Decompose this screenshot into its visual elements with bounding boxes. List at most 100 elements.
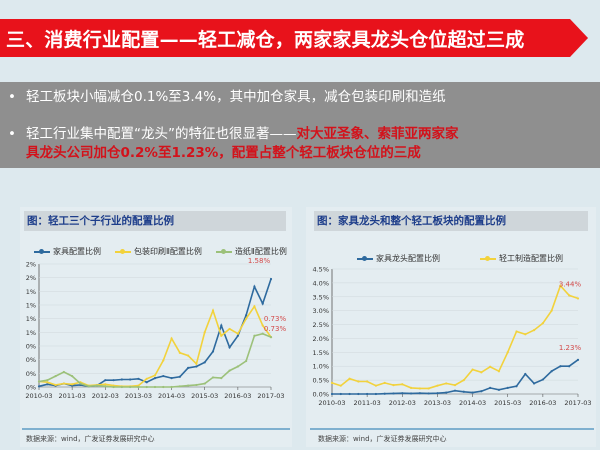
data-point [228, 327, 231, 331]
data-point [220, 334, 223, 337]
end-label: 0.73% [264, 325, 287, 333]
data-point [170, 337, 173, 340]
y-tick-label: 0% [26, 343, 36, 351]
data-point [54, 374, 57, 378]
data-point [187, 366, 190, 369]
data-point [104, 383, 107, 386]
bullet-2-highlight: 对大亚圣象、索菲亚两家家 [296, 126, 459, 142]
data-point [383, 381, 386, 384]
data-point [383, 392, 386, 395]
end-label: 0.73% [264, 315, 287, 323]
data-point [559, 284, 562, 287]
data-point [418, 387, 421, 390]
y-tick-label: 1% [26, 315, 36, 323]
end-label: 3.44% [559, 280, 582, 288]
data-point [170, 377, 173, 380]
data-point [195, 383, 198, 387]
data-point [374, 384, 378, 387]
data-point [453, 384, 457, 387]
data-point [269, 277, 273, 281]
x-tick-label: 2014-03 [459, 399, 486, 407]
x-tick-label: 2016-03 [529, 399, 556, 407]
x-tick-label: 2013-03 [125, 392, 152, 400]
data-point [253, 305, 256, 308]
data-point [339, 384, 342, 387]
end-label: 1.23% [559, 344, 582, 352]
data-point [245, 314, 248, 317]
data-point [145, 377, 148, 380]
data-point [178, 385, 181, 388]
data-point [211, 376, 215, 379]
data-point [120, 385, 123, 389]
data-point [453, 389, 457, 392]
data-point [162, 359, 165, 362]
data-point [357, 392, 360, 396]
data-point [559, 365, 562, 368]
data-point [37, 385, 41, 388]
data-point [195, 365, 198, 368]
y-tick-label: 0% [26, 356, 36, 364]
data-point [532, 329, 536, 332]
x-tick-label: 2010-03 [318, 399, 345, 407]
series-line-0 [332, 359, 579, 395]
data-point [445, 391, 448, 394]
data-point [87, 385, 90, 388]
bullet-1: • 轻工板块小幅减仓0.1%至3.4%，其中加仓家具，减仓包装印刷和造纸 [8, 89, 446, 105]
legend-item-paper: 造纸Ⅱ配置比例 [215, 246, 287, 257]
data-point [366, 392, 369, 396]
data-point [162, 385, 165, 389]
chart-panel-left [20, 207, 292, 447]
y-tick-label: 1.0% [312, 363, 329, 371]
y-tick-label: 3.0% [312, 307, 329, 315]
chart-title-right: 图：家具龙头和整个轻工板块的配置比例 [314, 211, 588, 231]
data-point [203, 331, 206, 334]
data-point [269, 336, 273, 339]
legend-item-light-industry: 轻工制造配置比例 [480, 253, 563, 264]
data-point [120, 378, 123, 381]
data-point [357, 380, 360, 383]
section-banner: 三、消费行业配置——轻工减仓，两家家具龙头仓位超过三成 [0, 19, 588, 57]
bullet-1-text: 轻工板块小幅减仓0.1%至3.4%，其中加仓家具，减仓包装印刷和造纸 [26, 89, 446, 105]
data-point [46, 383, 49, 386]
data-point [348, 392, 351, 396]
data-point [401, 392, 404, 395]
data-point [348, 377, 351, 380]
chart-right: 0.0% 0.5% 1.0% 1.5% 2.0% 2.5% 3.0% 3.5% 4.0% 4.5%… [312, 266, 591, 408]
x-tick-label: 2017-03 [564, 399, 591, 407]
data-point [211, 350, 215, 353]
data-point [228, 346, 231, 349]
data-point [62, 370, 65, 374]
data-point [178, 351, 181, 354]
data-point [436, 392, 439, 395]
y-tick-label: 0% [26, 370, 36, 378]
y-tick-label: 2.0% [312, 335, 329, 343]
data-point [515, 330, 518, 333]
data-point [462, 379, 465, 382]
x-tick-label: 2011-03 [59, 392, 86, 400]
bullet-box: • 轻工板块小幅减仓0.1%至3.4%，其中加仓家具，减仓包装印刷和造纸 • 轻工行… [0, 82, 600, 168]
data-point [489, 386, 492, 389]
y-tick-label: 1% [26, 329, 36, 337]
data-point [339, 392, 342, 396]
data-point [112, 379, 115, 382]
bullet-2: • 轻工行业集中配置“龙头”的特征也很显著——对大亚圣象、索菲亚两家家 [8, 126, 459, 142]
x-tick-label: 2015-03 [191, 392, 218, 400]
data-point [129, 385, 132, 389]
data-point [187, 354, 190, 357]
data-point [236, 334, 239, 337]
data-point [515, 385, 518, 388]
legend-item-furniture: 家具配置比例 [34, 246, 101, 257]
data-point [228, 369, 231, 372]
data-point [178, 375, 181, 378]
series-line-1 [331, 284, 579, 390]
data-point [366, 380, 369, 383]
data-point [524, 333, 527, 336]
y-tick-label: 0.0% [312, 391, 329, 399]
x-tick-label: 2010-03 [25, 392, 52, 400]
data-point [568, 365, 571, 368]
data-point [497, 388, 501, 391]
chart-panel-right [306, 207, 596, 447]
data-point [95, 384, 99, 387]
data-point [392, 392, 395, 395]
